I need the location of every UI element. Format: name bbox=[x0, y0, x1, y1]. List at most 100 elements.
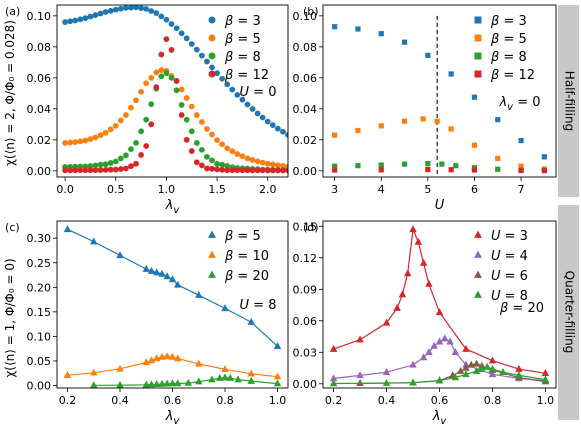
data-point bbox=[67, 18, 74, 25]
data-point bbox=[254, 110, 261, 117]
x-tick-label: 4 bbox=[378, 183, 385, 196]
data-point bbox=[495, 166, 501, 172]
y-tick-label: 0.09 bbox=[293, 283, 318, 296]
data-point bbox=[107, 7, 114, 14]
chart-panel-3: 0.2 0.4 0.6 0.8 1.0 0.00 0.05 0.10 0.15 0.20 0.25 0… bbox=[5, 220, 289, 427]
data-point bbox=[97, 10, 104, 17]
legend-entry: β = 3 bbox=[224, 14, 261, 29]
data-point bbox=[163, 272, 171, 280]
y-tick-label: 0.04 bbox=[293, 103, 318, 116]
x-tick-label: 7 bbox=[518, 183, 525, 196]
data-point bbox=[163, 16, 170, 23]
x-axis-label: λv bbox=[165, 409, 181, 427]
data-point bbox=[435, 308, 444, 316]
legend-marker bbox=[474, 52, 482, 60]
data-point bbox=[249, 106, 256, 112]
data-point bbox=[128, 5, 134, 11]
series-2 bbox=[62, 67, 288, 170]
data-point bbox=[133, 97, 139, 104]
data-point bbox=[425, 166, 431, 173]
data-point bbox=[541, 154, 547, 160]
data-point bbox=[229, 167, 236, 174]
legend-marker bbox=[474, 34, 482, 42]
data-point bbox=[239, 167, 246, 174]
data-point bbox=[128, 163, 134, 170]
data-point bbox=[378, 162, 384, 168]
data-point bbox=[403, 269, 412, 277]
data-point bbox=[285, 131, 288, 138]
data-point bbox=[280, 128, 286, 135]
data-point bbox=[216, 373, 224, 381]
data-point bbox=[116, 364, 124, 372]
x-tick-label: 0.0 bbox=[56, 183, 74, 196]
data-point bbox=[122, 5, 129, 11]
data-point bbox=[90, 237, 98, 245]
axes-frame bbox=[322, 4, 557, 178]
data-point bbox=[77, 167, 84, 174]
data-point bbox=[112, 158, 119, 165]
data-point bbox=[163, 379, 171, 387]
legend-marker bbox=[474, 70, 482, 78]
quarter-filling-label: Quarter-filling bbox=[563, 271, 577, 354]
data-point bbox=[515, 364, 523, 372]
data-point bbox=[198, 119, 205, 125]
data-point bbox=[148, 101, 155, 108]
data-point bbox=[219, 166, 226, 173]
data-point bbox=[62, 19, 69, 25]
data-point bbox=[209, 64, 215, 71]
chart-panel-4: 0.2 0.4 0.6 0.8 1.0 0.00 0.03 0.06 0.09 0.12 0.15(… bbox=[293, 220, 557, 427]
data-point bbox=[82, 167, 89, 174]
data-point bbox=[143, 5, 150, 12]
data-point bbox=[355, 26, 361, 32]
data-point bbox=[97, 132, 104, 139]
series-1 bbox=[332, 24, 547, 160]
data-point bbox=[221, 373, 229, 381]
data-point bbox=[195, 290, 203, 298]
series-1 bbox=[329, 225, 550, 377]
data-point bbox=[409, 360, 417, 368]
data-point bbox=[147, 380, 156, 388]
data-point bbox=[112, 6, 119, 13]
data-point bbox=[214, 160, 220, 167]
y-tick-label: 0.08 bbox=[293, 41, 318, 54]
panel-annotation: λv = 0 bbox=[498, 95, 540, 113]
data-point bbox=[451, 348, 460, 356]
panel-annotation: β = 20 bbox=[499, 301, 544, 316]
data-point bbox=[204, 126, 210, 132]
data-point bbox=[102, 161, 109, 168]
legend-entry: β = 5 bbox=[224, 32, 261, 47]
data-point bbox=[128, 104, 134, 111]
chart-panel-2: 3 4 5 6 7 0.00 0.02 0.04 0.06 0.08 0.10(b) Uβ = 3 β … bbox=[293, 4, 557, 213]
data-point bbox=[107, 166, 114, 173]
data-point bbox=[178, 102, 185, 108]
data-point bbox=[193, 140, 200, 146]
data-point bbox=[356, 335, 364, 343]
data-point bbox=[247, 369, 255, 377]
x-axis-label: λv bbox=[165, 198, 181, 216]
data-point bbox=[244, 167, 251, 174]
y-tick-label: 0.02 bbox=[293, 134, 318, 147]
plot-area bbox=[332, 15, 547, 177]
data-point bbox=[378, 31, 384, 37]
data-point bbox=[148, 121, 155, 128]
data-point bbox=[451, 373, 460, 381]
data-point bbox=[541, 369, 550, 377]
y-tick-label: 0.15 bbox=[293, 220, 318, 233]
x-tick-label: 0.2 bbox=[59, 394, 77, 407]
y-tick-label: 0.10 bbox=[293, 10, 318, 23]
data-point bbox=[193, 46, 200, 53]
data-point bbox=[401, 118, 408, 124]
data-point bbox=[495, 117, 501, 123]
data-point bbox=[462, 363, 470, 371]
panel-annotation: U = 8 bbox=[240, 298, 277, 313]
panel-label: (b) bbox=[303, 5, 319, 18]
data-point bbox=[234, 167, 241, 174]
data-point bbox=[332, 24, 338, 30]
data-point bbox=[102, 166, 109, 173]
panel-label: (a) bbox=[5, 5, 20, 18]
data-point bbox=[234, 375, 242, 383]
data-point bbox=[224, 145, 231, 152]
data-point bbox=[247, 317, 255, 325]
data-point bbox=[72, 17, 79, 24]
y-axis-label-bottom: χ(⟨n⟩ = 1, Φ/Φ₀ = 0) bbox=[3, 258, 17, 377]
